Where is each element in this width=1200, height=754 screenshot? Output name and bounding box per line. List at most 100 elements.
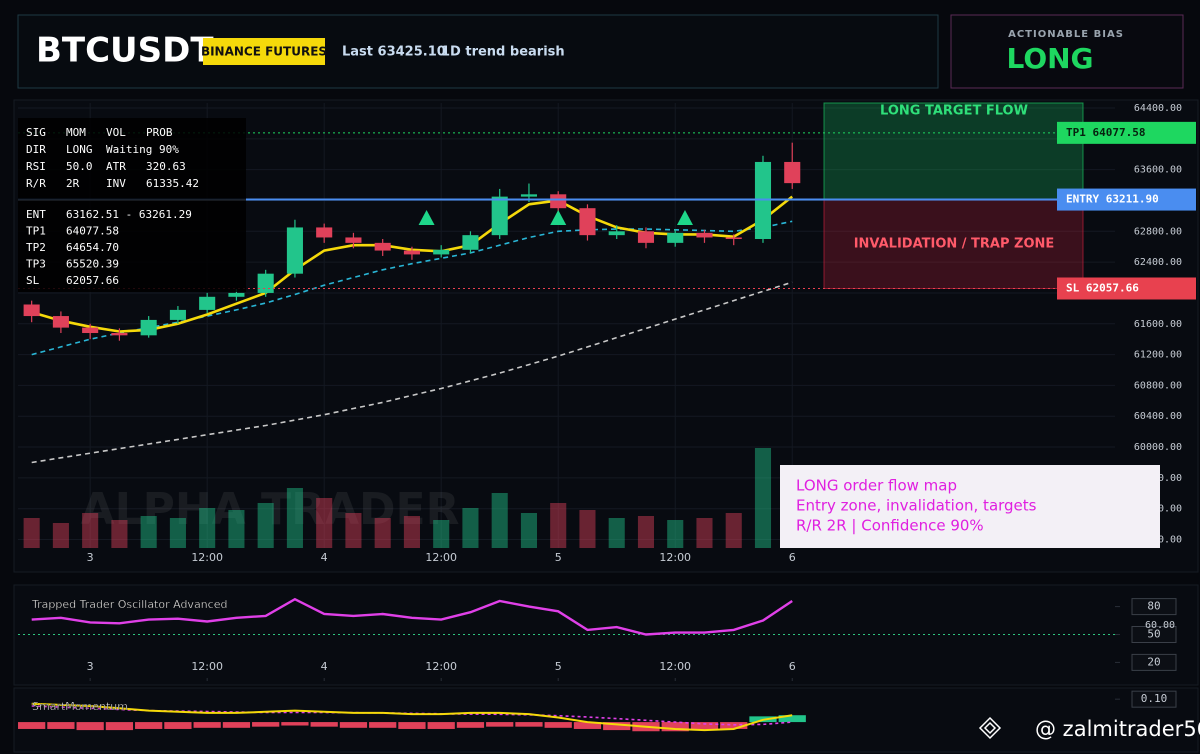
- momentum-bar: [486, 722, 514, 727]
- volume-bar: [491, 493, 508, 548]
- momentum-bar: [281, 722, 309, 726]
- info-level: TP2: [26, 241, 46, 254]
- exchange-badge: [203, 38, 325, 65]
- momentum-bar: [456, 722, 485, 728]
- volume-bar: [667, 520, 684, 548]
- y-tick-label: 60400.00: [1134, 411, 1182, 422]
- candle-body: [784, 161, 801, 184]
- info-level: TP3: [26, 258, 46, 271]
- info-level: 64077.58: [66, 225, 119, 238]
- momentum-bar: [222, 722, 251, 728]
- author-icon: [978, 716, 1002, 740]
- candle-body: [725, 237, 742, 240]
- x-tick-label: 12:00: [425, 551, 457, 564]
- volume-bar: [111, 520, 128, 548]
- candle-body: [257, 273, 274, 293]
- y-tick-label: 60800.00: [1134, 380, 1182, 391]
- x-tick-label: 12:00: [659, 660, 691, 673]
- zone-label: LONG TARGET FLOW: [880, 104, 1028, 119]
- moving-average: [31, 281, 793, 464]
- info-level: ENT: [26, 208, 46, 221]
- info-cell: LONG: [66, 143, 93, 156]
- momentum-bar: [544, 722, 572, 728]
- info-panel: [18, 118, 246, 292]
- volume-bar: [579, 510, 596, 548]
- level-tag: [1057, 277, 1196, 300]
- momentum-bar: [690, 722, 719, 731]
- candle-body: [608, 231, 625, 236]
- momentum-bar: [573, 722, 602, 729]
- volume-bar: [637, 516, 655, 548]
- x-tick-label: 5: [555, 551, 562, 564]
- volume-bar: [169, 518, 186, 548]
- info-cell: DIR: [26, 143, 46, 156]
- signal-marker: [550, 210, 567, 226]
- momentum-bar: [778, 715, 806, 723]
- y-tick-label: 61600.00: [1134, 319, 1182, 330]
- info-cell: 50.0: [66, 160, 93, 173]
- oscillator-line: [31, 597, 793, 636]
- info-level: TP1: [26, 225, 46, 238]
- volume-bar: [725, 513, 742, 548]
- candle-body: [403, 250, 420, 255]
- candle-body: [491, 196, 508, 236]
- volume-bar: [23, 518, 40, 548]
- candle-body: [199, 296, 216, 310]
- candle-body: [374, 242, 391, 251]
- info-cell: Waiting 90%: [106, 143, 179, 156]
- candle-body: [316, 227, 333, 238]
- volume-bar: [286, 488, 303, 548]
- volume-bar: [608, 518, 625, 548]
- info-cell: 61335.42: [146, 177, 199, 190]
- note-box: [780, 465, 1160, 548]
- y-tick-label: 0.10: [1141, 692, 1168, 705]
- volume-bar: [374, 518, 391, 548]
- y-tick-box: [1131, 690, 1177, 708]
- x-tick-label: 3: [87, 660, 94, 673]
- info-cell: INV: [106, 177, 126, 190]
- candle-body: [637, 231, 655, 243]
- volume-bar: [403, 516, 420, 548]
- zone: [823, 102, 1084, 201]
- x-tick-label: 5: [555, 660, 562, 673]
- x-tick-label: 4: [321, 660, 328, 673]
- x-tick-label: 12:00: [659, 551, 691, 564]
- note-line: Entry zone, invalidation, targets: [796, 497, 1037, 515]
- momentum-bar: [76, 722, 104, 731]
- info-level: 63162.51 - 63261.29: [66, 208, 192, 221]
- author-watermark: @ zalmitrader56: [1035, 717, 1200, 741]
- info-cell: 2R: [66, 177, 80, 190]
- header-box: [17, 14, 939, 89]
- info-cell: RSI: [26, 160, 46, 173]
- bias-value: LONG: [1006, 42, 1093, 75]
- info-cell: SIG: [26, 126, 46, 139]
- x-tick-label: 12:00: [425, 660, 457, 673]
- momentum-bar: [193, 722, 221, 728]
- momentum-bar: [135, 722, 163, 729]
- momentum-bar: [164, 722, 192, 729]
- level-tag: [1057, 188, 1196, 211]
- level-label: ENTRY 63211.90: [1066, 193, 1159, 206]
- exchange: BINANCE FUTURES: [201, 45, 327, 59]
- momentum-bar: [47, 722, 75, 729]
- info-level: SL: [26, 274, 40, 287]
- last-price: Last 63425.10: [342, 45, 446, 60]
- chart-watermark: ALPHA TRADER: [81, 484, 460, 535]
- y-tick-box: [1131, 626, 1177, 643]
- info-cell: PROB: [146, 126, 173, 139]
- x-tick-label: 6: [789, 551, 796, 564]
- candle-body: [550, 194, 567, 209]
- candle-body: [111, 333, 128, 336]
- x-tick-label: 6: [789, 660, 796, 673]
- volume-bar: [82, 513, 99, 548]
- x-tick-label: 12:00: [191, 660, 223, 673]
- volume-bar: [433, 520, 450, 548]
- y-tick-label: 61200.00: [1134, 350, 1182, 361]
- volume-bar: [228, 510, 245, 548]
- signal-marker: [676, 210, 693, 226]
- volume-bar: [257, 503, 274, 548]
- bias-box: [950, 14, 1184, 89]
- volume-bar: [696, 518, 713, 548]
- y-tick-label: 62400.00: [1134, 257, 1182, 268]
- signal-marker: [418, 210, 435, 226]
